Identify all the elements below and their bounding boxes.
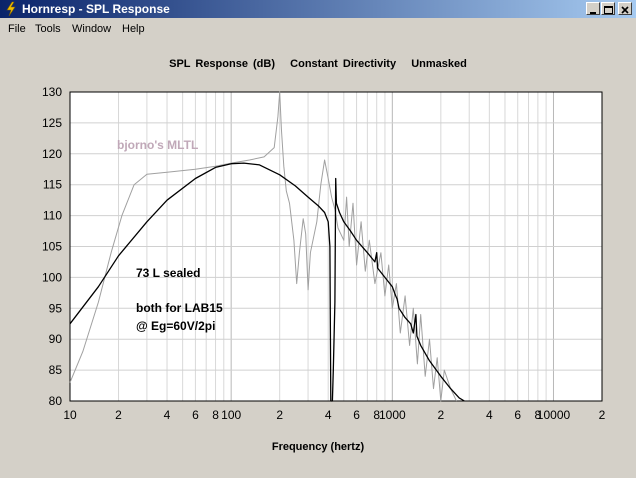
annotation-mltl: bjorno's MLTL	[117, 138, 198, 152]
x-tick-label: 10000	[537, 408, 571, 422]
annotation-voltage: @ Eg=60V/2pi	[136, 319, 215, 333]
annotation-sealed: 73 L sealed	[136, 266, 201, 280]
y-tick-label: 130	[42, 85, 62, 99]
y-tick-label: 120	[42, 147, 62, 161]
x-tick-label: 8	[212, 408, 219, 422]
lightning-icon	[6, 1, 16, 17]
x-tick-label: 4	[164, 408, 171, 422]
x-tick-label: 4	[486, 408, 493, 422]
y-tick-label: 115	[43, 178, 62, 192]
menu-help[interactable]: Help	[122, 23, 145, 35]
window-title: Hornresp - SPL Response	[22, 2, 170, 16]
close-icon	[621, 6, 629, 14]
x-axis-label: Frequency (hertz)	[271, 441, 365, 453]
y-tick-label: 95	[49, 301, 63, 315]
title-bar[interactable]: Hornresp - SPL Response	[0, 0, 636, 18]
y-tick-label: 105	[42, 240, 62, 254]
y-tick-label: 85	[49, 363, 63, 377]
series-line-sealed	[69, 162, 465, 402]
menu-bar: File Tools Window Help	[0, 19, 636, 38]
menu-file[interactable]: File	[8, 23, 26, 35]
y-tick-label: 100	[42, 270, 62, 284]
y-tick-label: 80	[49, 394, 63, 408]
x-tick-label: 1000	[379, 408, 406, 422]
x-tick-label: 6	[192, 408, 199, 422]
maximize-button[interactable]	[601, 2, 615, 15]
series-line-mltl	[69, 91, 457, 402]
x-tick-label: 6	[514, 408, 521, 422]
x-tick-label: 2	[115, 408, 122, 422]
y-tick-label: 90	[49, 332, 63, 346]
x-tick-label: 2	[276, 408, 283, 422]
y-tick-label: 125	[42, 116, 62, 130]
maximize-icon	[604, 6, 613, 14]
x-tick-label: 2	[599, 408, 606, 422]
y-tick-label: 110	[43, 209, 62, 223]
close-button[interactable]	[618, 2, 632, 15]
x-tick-label: 8	[373, 408, 380, 422]
x-tick-label: 100	[221, 408, 241, 422]
x-tick-label: 4	[325, 408, 332, 422]
plot-frame	[69, 91, 603, 402]
minimize-icon	[590, 12, 596, 14]
x-tick-label: 10	[63, 408, 77, 422]
annotation-driver: both for LAB15	[136, 301, 223, 315]
chart-title: SPL Response (dB) Constant Directivity U…	[169, 58, 467, 70]
x-tick-label: 2	[437, 408, 444, 422]
menu-window[interactable]: Window	[72, 23, 112, 35]
x-tick-label: 6	[353, 408, 360, 422]
minimize-button[interactable]	[586, 2, 600, 15]
x-tick-label: 8	[535, 408, 542, 422]
menu-tools[interactable]: Tools	[35, 23, 61, 35]
